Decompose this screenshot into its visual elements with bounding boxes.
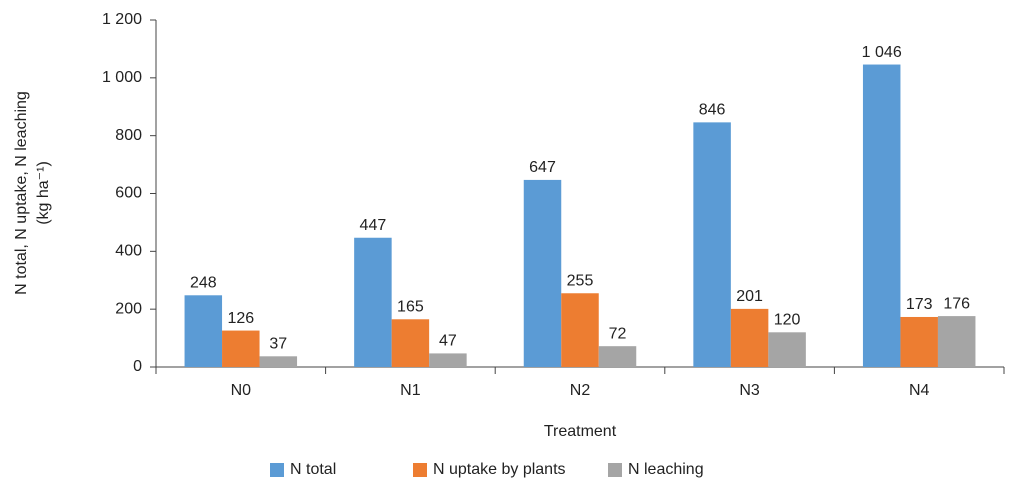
data-label: 120 xyxy=(774,312,801,329)
data-label: 126 xyxy=(227,310,254,327)
bar xyxy=(184,295,223,367)
x-tick-label: N3 xyxy=(739,382,760,399)
bar xyxy=(768,332,806,367)
bar xyxy=(391,319,430,367)
data-label: 72 xyxy=(609,325,627,342)
y-axis-title: (kg ha⁻¹) xyxy=(35,161,52,225)
bar xyxy=(937,316,976,367)
x-tick-label: N2 xyxy=(570,382,591,399)
legend-label: N total xyxy=(290,461,336,478)
bar xyxy=(561,293,599,367)
legend-label: N leaching xyxy=(628,461,704,478)
y-tick-label: 800 xyxy=(115,127,142,144)
y-axis-title: N total, N uptake, N leaching xyxy=(13,91,30,295)
bar xyxy=(862,64,901,367)
data-label: 37 xyxy=(269,336,287,353)
legend-swatch xyxy=(608,463,622,477)
data-label: 47 xyxy=(439,333,457,350)
data-label: 248 xyxy=(190,275,217,292)
data-label: 201 xyxy=(736,288,763,305)
y-tick-label: 200 xyxy=(115,300,142,317)
data-label: 1 046 xyxy=(862,44,902,61)
y-tick-label: 1 000 xyxy=(102,69,142,86)
y-tick-label: 600 xyxy=(115,185,142,202)
bar xyxy=(900,316,938,367)
data-label: 647 xyxy=(529,159,556,176)
bar xyxy=(598,346,637,367)
bar xyxy=(222,330,260,367)
bar xyxy=(259,356,298,367)
data-label: 173 xyxy=(906,296,933,313)
bar xyxy=(523,179,562,367)
data-label: 846 xyxy=(699,102,726,119)
data-label: 165 xyxy=(397,299,424,316)
x-tick-label: N1 xyxy=(400,382,421,399)
bar xyxy=(730,308,769,367)
bar xyxy=(429,353,467,367)
legend-swatch xyxy=(270,463,284,477)
legend-label: N uptake by plants xyxy=(433,461,566,478)
y-tick-label: 400 xyxy=(115,243,142,260)
data-label: 255 xyxy=(567,272,594,289)
x-tick-label: N4 xyxy=(909,382,930,399)
bar xyxy=(693,122,731,368)
bar xyxy=(354,237,392,367)
data-label: 447 xyxy=(360,217,387,234)
y-tick-label: 0 xyxy=(133,358,142,375)
y-tick-label: 1 200 xyxy=(102,11,142,28)
legend-swatch xyxy=(413,463,427,477)
data-label: 176 xyxy=(943,295,970,312)
x-tick-label: N0 xyxy=(231,382,252,399)
x-axis-title: Treatment xyxy=(544,423,617,440)
